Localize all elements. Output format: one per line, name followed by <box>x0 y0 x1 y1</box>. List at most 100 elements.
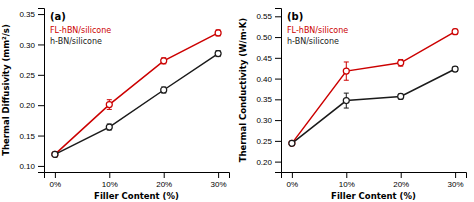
panel: 0% 10% 20% 30% 0.20 0.25 0.30 0.35 0.40 0.45 0.50 0… <box>238 9 467 202</box>
point <box>106 124 112 130</box>
tick-label: 0.20 <box>19 101 35 110</box>
point <box>343 68 349 74</box>
error-bar <box>398 94 403 99</box>
tick: 0.25 <box>256 137 281 146</box>
tick-label: 0.50 <box>256 33 272 42</box>
error-bar-cap <box>344 93 349 94</box>
y-axis-title: Thermal Diffusivity (mm²/s) <box>1 24 11 156</box>
tick: 0.20 <box>19 101 44 110</box>
tick-mark <box>275 162 281 163</box>
tick-mark <box>38 166 44 167</box>
point <box>52 151 58 157</box>
line <box>292 32 455 144</box>
tick-mark <box>292 172 293 178</box>
tick: 10% <box>102 172 118 189</box>
series <box>289 29 458 147</box>
point <box>452 66 458 72</box>
error-bar <box>216 30 221 36</box>
tick-label: 0.25 <box>256 137 272 146</box>
tick: 0% <box>50 172 62 189</box>
tick: 20% <box>393 172 409 189</box>
point <box>161 87 167 93</box>
tick-mark <box>275 141 281 142</box>
tick-mark <box>275 79 281 80</box>
error-bar <box>161 58 166 64</box>
series-label: FL-hBN/silicone <box>50 26 111 35</box>
tick: 20% <box>156 172 172 189</box>
error-bar <box>344 62 349 80</box>
tick: 0.45 <box>256 54 281 63</box>
error-bar-cap <box>344 80 349 81</box>
error-bar-cap <box>344 108 349 109</box>
tick-label: 0.30 <box>256 116 272 125</box>
tick: 30% <box>448 172 464 189</box>
error-bar-cap <box>107 99 112 100</box>
tick: 0.35 <box>19 10 44 19</box>
tick-mark <box>38 75 44 76</box>
tick: 0.25 <box>19 71 44 80</box>
error-bar-cap <box>107 109 112 110</box>
point <box>215 51 221 57</box>
tick: 0.50 <box>256 33 281 42</box>
tick-mark <box>109 172 110 178</box>
tick-label: 0.10 <box>19 162 35 171</box>
plot-area <box>52 30 221 158</box>
error-bar <box>344 93 349 108</box>
tick-mark <box>38 105 44 106</box>
tick-label: 0.15 <box>19 132 35 141</box>
tick-mark <box>275 37 281 38</box>
tick-label: 10% <box>102 180 118 189</box>
x-axis: 0% 10% 20% 30% <box>282 172 467 189</box>
series-label: FL-hBN/silicone <box>287 26 348 35</box>
series <box>52 51 221 158</box>
tick-label: 0.30 <box>19 41 35 50</box>
tick: 0% <box>287 172 299 189</box>
tick-label: 30% <box>211 180 227 189</box>
panel: 0% 10% 20% 30% 0.10 0.15 0.20 0.25 0.30 0.35 (a) FL… <box>1 9 230 202</box>
x-axis-title: Filler Content (%) <box>94 191 179 201</box>
plot-area <box>289 29 458 147</box>
point <box>398 93 404 99</box>
point <box>52 151 58 157</box>
tick-mark <box>401 172 402 178</box>
axis-line <box>275 9 282 173</box>
y-axis: 0.10 0.15 0.20 0.25 0.30 0.35 <box>19 9 44 173</box>
point <box>343 98 349 104</box>
y-axis: 0.200.250.300.350.400.450.500.55 <box>256 9 281 173</box>
tick-mark <box>275 99 281 100</box>
series-label: h-BN/silicone <box>50 37 102 46</box>
tick-label: 10% <box>339 180 355 189</box>
error-bar-cap <box>344 61 349 62</box>
tick-label: 0.25 <box>19 71 35 80</box>
point <box>161 58 167 64</box>
x-axis-title: Filler Content (%) <box>331 191 416 201</box>
tick-label: 20% <box>156 180 172 189</box>
y-axis-title: Thermal Conductivity (W/m·K) <box>238 18 248 163</box>
tick-mark <box>38 44 44 45</box>
tick: 0.10 <box>19 162 44 171</box>
tick-label: 0% <box>287 180 299 189</box>
error-bar <box>107 124 112 130</box>
axis-line <box>45 173 230 179</box>
x-axis: 0% 10% 20% 30% <box>45 172 230 189</box>
tick: 0.30 <box>256 116 281 125</box>
tick-label: 0.20 <box>256 158 272 167</box>
tick-label: 20% <box>393 180 409 189</box>
tick-mark <box>275 16 281 17</box>
point <box>106 102 112 108</box>
error-bar <box>398 59 403 66</box>
point <box>215 30 221 36</box>
tick-label: 0.35 <box>256 95 272 104</box>
error-bar <box>107 100 112 110</box>
series <box>52 30 221 158</box>
tick-mark <box>38 14 44 15</box>
title: (b) <box>287 11 303 22</box>
point <box>452 29 458 35</box>
axis-line <box>282 173 467 179</box>
point <box>398 60 404 66</box>
tick: 0.35 <box>256 95 281 104</box>
series-label: h-BN/silicone <box>287 37 339 46</box>
axis-line <box>38 9 45 173</box>
tick: 0.40 <box>256 75 281 84</box>
title: (a) <box>50 11 66 22</box>
